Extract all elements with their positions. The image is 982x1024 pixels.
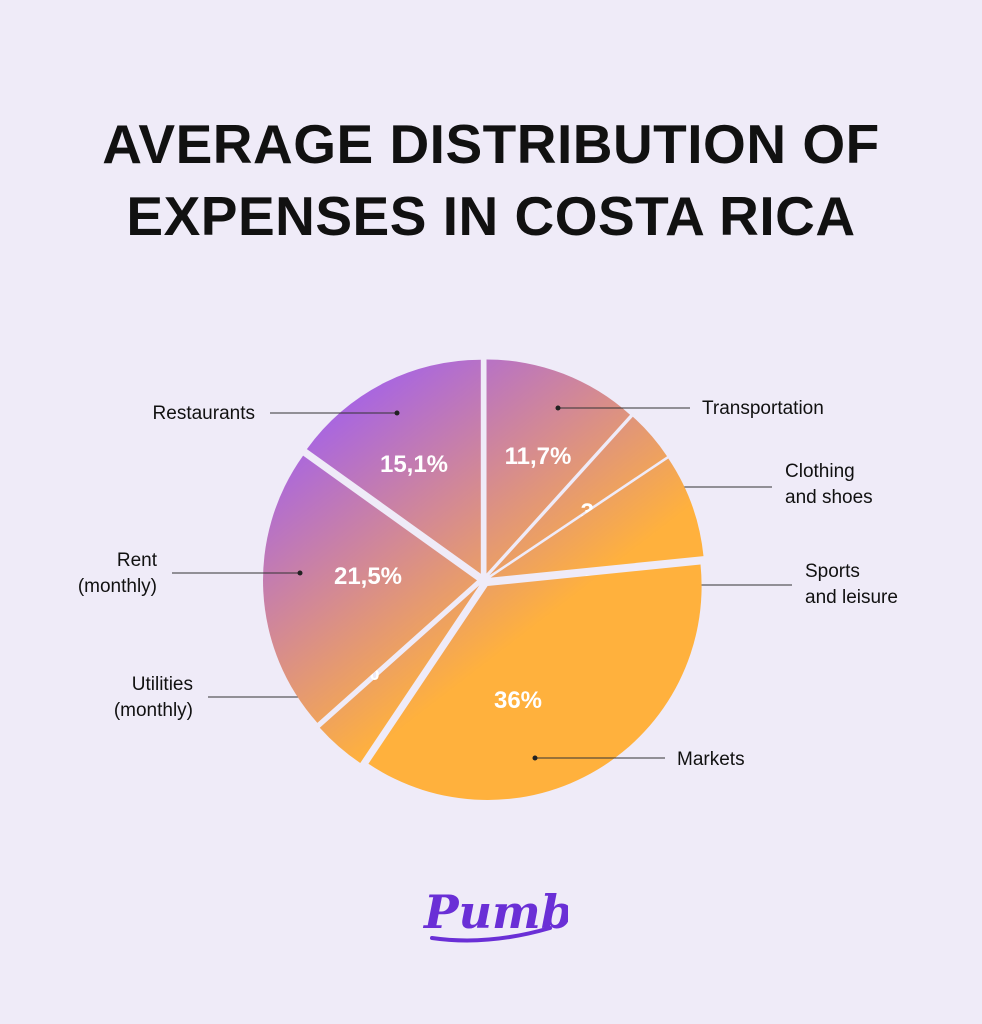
pie-slice-clothing-and-shoes <box>489 416 668 576</box>
chart-title: AVERAGE DISTRIBUTION OF EXPENSES IN COST… <box>0 108 982 252</box>
slice-category-label: Transportation <box>702 398 824 419</box>
title-line-2: EXPENSES IN COSTA RICA <box>126 185 856 247</box>
slice-value-label: 15,1% <box>380 451 448 478</box>
slice-category-label: Sports and leisure <box>805 561 898 608</box>
pie-slice-transportation <box>486 359 631 574</box>
slice-category-label: Restaurants <box>153 403 255 424</box>
slice-value-label: 36% <box>494 687 542 714</box>
pumble-logo: Pumble <box>422 885 568 943</box>
title-line-1: AVERAGE DISTRIBUTION OF <box>102 113 880 175</box>
pie-slice-rent-monthly <box>263 455 478 723</box>
leader-dot <box>394 410 400 416</box>
slice-category-label: Clothing and shoes <box>785 461 873 508</box>
slice-value-label: 11,7% <box>505 443 572 470</box>
pie-slice-markets <box>368 564 702 801</box>
slice-category-label: Markets <box>677 749 745 770</box>
pie-slice-sports-and-leisure <box>490 458 704 578</box>
slice-category-label: Utilities (monthly) <box>114 674 193 721</box>
leader-dot <box>297 570 303 576</box>
leader-dot <box>555 405 561 411</box>
slice-value-label: 21,5% <box>334 563 402 590</box>
pie-slice-utilities-monthly <box>319 585 480 764</box>
leader-dot <box>532 755 538 761</box>
slice-category-label: Rent (monthly) <box>78 550 158 597</box>
